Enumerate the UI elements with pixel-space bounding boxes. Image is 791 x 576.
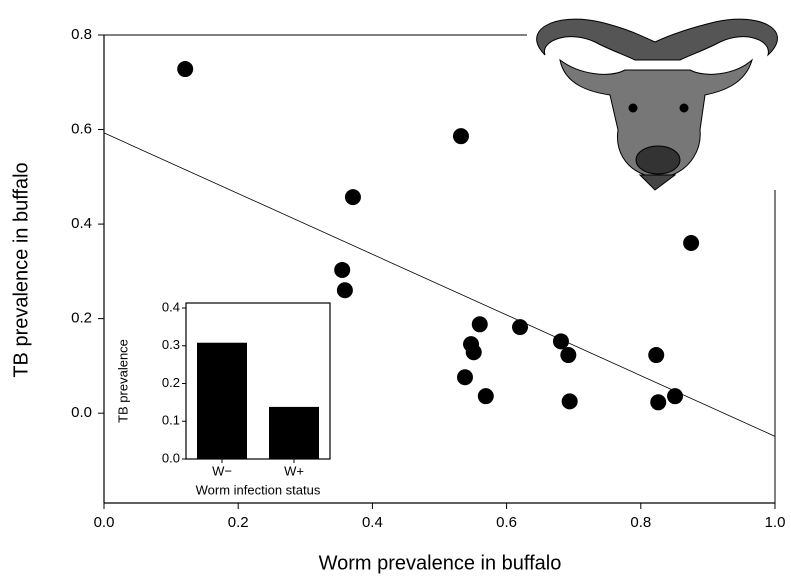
scatter-point [452, 128, 469, 145]
y-tick-label: 0.0 [71, 404, 92, 421]
x-axis-label: Worm prevalence in buffalo [319, 552, 562, 574]
inset-x-tick-label: W− [212, 463, 232, 478]
y-tick-label: 0.6 [71, 121, 92, 138]
x-tick-label: 0.2 [228, 514, 249, 531]
fit-line [103, 132, 776, 437]
scatter-point [456, 369, 473, 386]
scatter-point [334, 261, 351, 278]
scatter-point [683, 235, 700, 251]
scatter-point [648, 347, 665, 364]
scatter-point [471, 316, 488, 333]
buffalo-illustration [536, 18, 778, 191]
inset-y-tick-label: 0.1 [162, 413, 180, 428]
x-tick-label: 0.6 [496, 514, 517, 531]
scatter-point [177, 61, 194, 78]
inset-y-tick-label: 0.3 [162, 337, 180, 352]
scatter-point [560, 347, 577, 364]
scatter-point [561, 393, 578, 410]
scatter-point [650, 394, 667, 411]
inset-x-tick-label: W+ [284, 463, 304, 478]
scatter-point [336, 282, 353, 299]
scatter-point [667, 388, 684, 405]
x-tick-label: 1.0 [765, 514, 786, 531]
x-tick-label: 0.8 [630, 514, 651, 531]
scatter-point [344, 189, 361, 206]
inset-y-tick-label: 0.0 [162, 450, 180, 465]
scatter-point [477, 388, 494, 405]
inset-y-axis-label: TB prevalence [115, 339, 130, 423]
y-axis-label: TB prevalence in buffalo [10, 162, 32, 377]
inset-x-axis-label: Worm infection status [196, 482, 321, 497]
scatter-point [512, 319, 529, 336]
scatter-point [552, 333, 569, 350]
y-tick-label: 0.2 [71, 310, 92, 327]
inset-bar [197, 342, 247, 459]
y-tick-label: 0.4 [71, 215, 92, 232]
x-tick-label: 0.0 [94, 514, 115, 531]
x-tick-label: 0.4 [362, 514, 383, 531]
inset-bar [269, 406, 319, 459]
scatter-point [465, 344, 482, 361]
y-tick-label: 0.8 [71, 26, 92, 43]
inset-y-tick-label: 0.2 [162, 375, 180, 390]
inset-y-tick-label: 0.4 [162, 299, 180, 314]
